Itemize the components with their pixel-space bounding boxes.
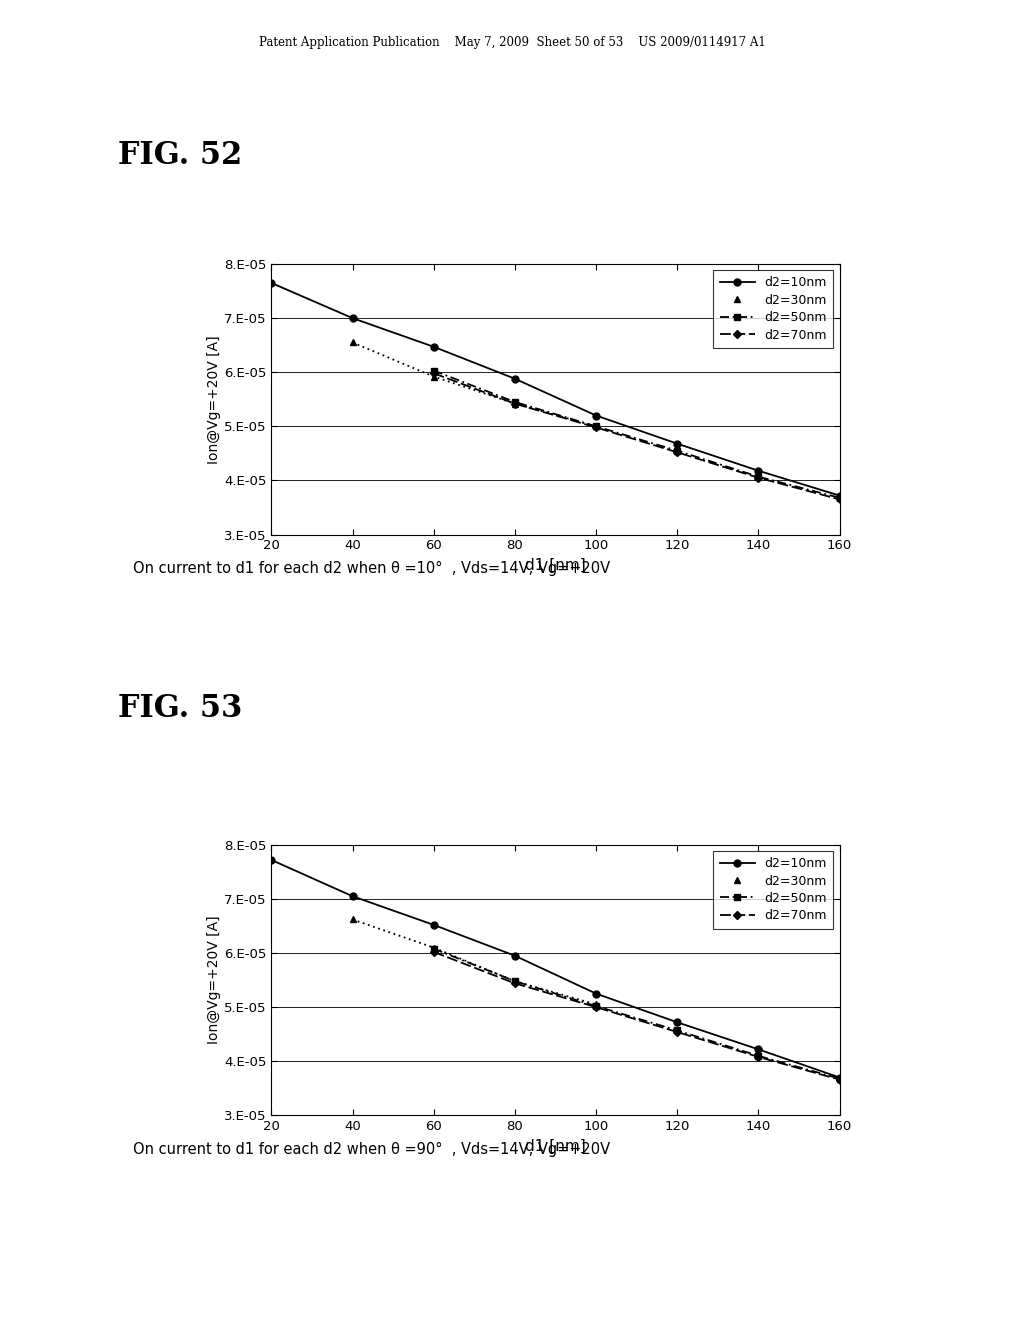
d2=30nm xyxy=(590,997,602,1012)
d2=70nm xyxy=(428,366,440,381)
d2=70nm xyxy=(428,944,440,960)
d2=10nm xyxy=(671,1014,683,1030)
Line: d2=10nm: d2=10nm xyxy=(268,857,843,1081)
d2=70nm xyxy=(753,470,765,486)
d2=10nm xyxy=(509,948,521,964)
Line: d2=30nm: d2=30nm xyxy=(349,916,600,1008)
d2=70nm xyxy=(834,1072,846,1088)
d2=30nm xyxy=(346,912,358,928)
Y-axis label: Ion@Vg=+20V [A]: Ion@Vg=+20V [A] xyxy=(207,916,221,1044)
Text: Patent Application Publication    May 7, 2009  Sheet 50 of 53    US 2009/0114917: Patent Application Publication May 7, 20… xyxy=(259,36,765,49)
d2=50nm xyxy=(671,1023,683,1039)
Line: d2=10nm: d2=10nm xyxy=(268,280,843,499)
X-axis label: d1 [nm]: d1 [nm] xyxy=(525,1139,586,1154)
Line: d2=30nm: d2=30nm xyxy=(349,339,600,430)
d2=10nm xyxy=(509,371,521,387)
d2=10nm xyxy=(590,408,602,424)
d2=70nm xyxy=(590,999,602,1015)
d2=70nm xyxy=(590,420,602,436)
d2=50nm xyxy=(753,469,765,484)
Text: FIG. 52: FIG. 52 xyxy=(118,140,242,170)
Text: FIG. 53: FIG. 53 xyxy=(118,693,242,723)
d2=50nm xyxy=(509,395,521,411)
d2=10nm xyxy=(428,339,440,355)
d2=50nm xyxy=(753,1048,765,1064)
d2=10nm xyxy=(265,275,278,290)
d2=50nm xyxy=(834,490,846,506)
Line: d2=70nm: d2=70nm xyxy=(431,370,843,503)
Legend: d2=10nm, d2=30nm, d2=50nm, d2=70nm: d2=10nm, d2=30nm, d2=50nm, d2=70nm xyxy=(714,271,834,348)
d2=30nm xyxy=(590,418,602,434)
d2=70nm xyxy=(671,1024,683,1040)
d2=50nm xyxy=(509,973,521,989)
d2=10nm xyxy=(590,986,602,1002)
d2=50nm xyxy=(590,998,602,1014)
d2=70nm xyxy=(834,491,846,507)
d2=30nm xyxy=(509,396,521,412)
d2=50nm xyxy=(590,418,602,434)
d2=30nm xyxy=(346,334,358,350)
Line: d2=50nm: d2=50nm xyxy=(431,945,843,1081)
d2=50nm xyxy=(671,442,683,458)
d2=70nm xyxy=(509,396,521,412)
d2=10nm xyxy=(753,1041,765,1057)
Line: d2=50nm: d2=50nm xyxy=(431,367,843,500)
d2=10nm xyxy=(346,310,358,326)
d2=50nm xyxy=(834,1071,846,1086)
d2=10nm xyxy=(834,487,846,503)
d2=50nm xyxy=(428,941,440,957)
d2=10nm xyxy=(265,851,278,867)
d2=10nm xyxy=(834,1069,846,1085)
d2=30nm xyxy=(509,973,521,989)
Line: d2=70nm: d2=70nm xyxy=(431,949,843,1082)
d2=10nm xyxy=(346,888,358,904)
d2=70nm xyxy=(509,975,521,991)
d2=70nm xyxy=(753,1049,765,1065)
d2=10nm xyxy=(671,436,683,451)
Text: On current to d1 for each d2 when θ =10°  , Vds=14V, Vg=+20V: On current to d1 for each d2 when θ =10°… xyxy=(133,561,610,576)
d2=30nm xyxy=(428,368,440,384)
d2=10nm xyxy=(428,917,440,933)
Y-axis label: Ion@Vg=+20V [A]: Ion@Vg=+20V [A] xyxy=(207,335,221,463)
Text: On current to d1 for each d2 when θ =90°  , Vds=14V, Vg=+20V: On current to d1 for each d2 when θ =90°… xyxy=(133,1142,610,1156)
d2=70nm xyxy=(671,445,683,461)
d2=10nm xyxy=(753,463,765,479)
d2=30nm xyxy=(428,940,440,956)
d2=50nm xyxy=(428,363,440,379)
X-axis label: d1 [nm]: d1 [nm] xyxy=(525,558,586,573)
Legend: d2=10nm, d2=30nm, d2=50nm, d2=70nm: d2=10nm, d2=30nm, d2=50nm, d2=70nm xyxy=(714,851,834,929)
